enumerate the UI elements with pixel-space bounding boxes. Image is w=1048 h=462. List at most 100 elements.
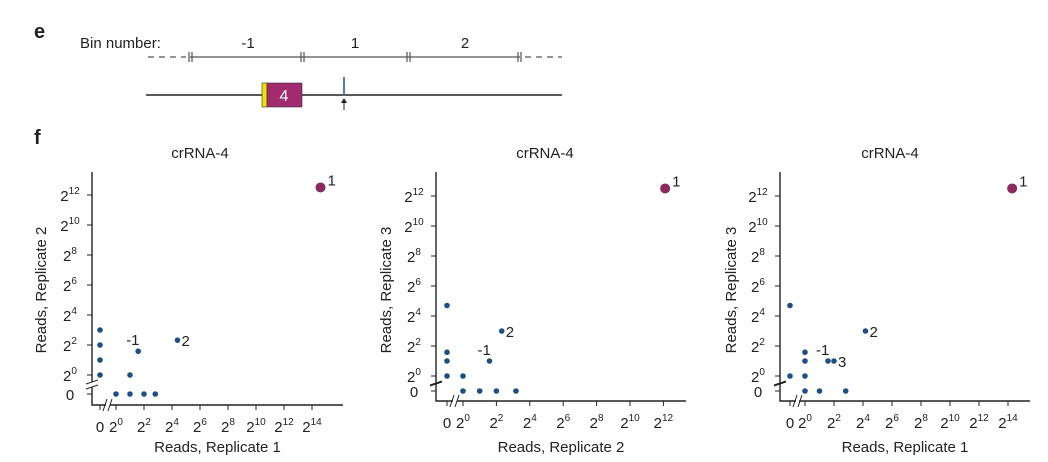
point-label: -1 bbox=[816, 342, 829, 359]
y-axis-label: Reads, Replicate 3 bbox=[378, 227, 395, 354]
point-label: 2 bbox=[506, 324, 514, 341]
point-label: 2 bbox=[869, 324, 877, 341]
x-tick-label: 20 bbox=[798, 413, 812, 432]
data-point bbox=[476, 388, 483, 394]
point-label: 1 bbox=[328, 172, 336, 189]
x-tick-label: 210 bbox=[940, 413, 960, 432]
data-point bbox=[831, 358, 837, 364]
y-tick-label: 26 bbox=[63, 276, 77, 295]
x-tick-label: 214 bbox=[302, 417, 322, 436]
data-point bbox=[444, 373, 450, 379]
data-point bbox=[174, 337, 181, 343]
x-axis-label: Reads, Replicate 1 bbox=[842, 439, 969, 456]
axes bbox=[435, 172, 686, 402]
y-tick-label: 20 bbox=[63, 366, 77, 385]
x-tick-label: 0 bbox=[786, 415, 794, 432]
x-tick-label: 20 bbox=[456, 413, 470, 432]
x-tick-label: 212 bbox=[274, 417, 294, 436]
bin-label: 1 bbox=[351, 35, 359, 52]
data-point bbox=[97, 357, 103, 363]
x-tick-label: 26 bbox=[193, 417, 207, 436]
y-tick-label: 212 bbox=[748, 187, 768, 206]
highlight-point bbox=[660, 183, 671, 194]
data-point bbox=[113, 391, 119, 397]
data-point bbox=[787, 302, 793, 309]
arrow-icon bbox=[341, 98, 347, 110]
y-tick-label: 26 bbox=[751, 277, 765, 296]
data-point bbox=[862, 328, 869, 334]
x-tick-label: 210 bbox=[246, 417, 266, 436]
axes bbox=[91, 172, 343, 406]
x-tick-label: 26 bbox=[885, 413, 899, 432]
bin-ruler bbox=[148, 52, 562, 62]
y-tick-label: 20 bbox=[407, 367, 421, 386]
data-point bbox=[127, 391, 133, 397]
data-point bbox=[842, 388, 849, 394]
x-tick-label: 212 bbox=[654, 413, 674, 432]
scatter-plot-2: crRNA-4 Reads, Replicate 2 Reads, Replicat… bbox=[378, 145, 686, 456]
data-point bbox=[444, 349, 450, 356]
point-label: 2 bbox=[181, 333, 189, 350]
y-tick-label: 0 bbox=[66, 387, 74, 404]
y-tick-label: 20 bbox=[751, 367, 765, 386]
exon-box bbox=[266, 82, 303, 108]
y-tick-label: 0 bbox=[410, 384, 418, 401]
y-tick-label: 24 bbox=[63, 306, 77, 325]
point-label: -1 bbox=[477, 342, 490, 359]
highlight-point bbox=[1007, 183, 1018, 194]
data-point bbox=[141, 391, 147, 397]
y-tick-label: 28 bbox=[407, 247, 421, 266]
y-tick-label: 210 bbox=[748, 217, 768, 236]
data-point bbox=[486, 358, 493, 364]
x-tick-label: 0 bbox=[96, 419, 104, 436]
x-tick-label: 26 bbox=[556, 413, 570, 432]
x-tick-label: 22 bbox=[827, 413, 841, 432]
data-point bbox=[135, 348, 141, 355]
data-point bbox=[444, 302, 450, 309]
data-point bbox=[127, 372, 133, 378]
x-tick-label: 20 bbox=[109, 417, 123, 436]
data-point bbox=[152, 391, 159, 397]
data-point bbox=[816, 388, 823, 394]
x-tick-label: 24 bbox=[523, 413, 537, 432]
y-tick-label: 22 bbox=[63, 336, 77, 355]
point-label: 1 bbox=[672, 173, 680, 190]
y-tick-label: 26 bbox=[407, 277, 421, 296]
x-tick-label: 22 bbox=[137, 417, 151, 436]
point-label: 1 bbox=[1019, 173, 1027, 190]
data-point bbox=[802, 373, 808, 379]
x-tick-label: 212 bbox=[969, 413, 989, 432]
y-tick-label: 0 bbox=[754, 384, 762, 401]
panel-letter-e: e bbox=[34, 21, 45, 43]
x-tick-label: 0 bbox=[443, 415, 451, 432]
data-point bbox=[97, 327, 103, 333]
point-label: -1 bbox=[126, 332, 139, 349]
axes bbox=[779, 172, 1030, 402]
y-axis-label: Reads, Replicate 2 bbox=[33, 227, 50, 354]
data-point bbox=[513, 388, 519, 394]
y-tick-label: 22 bbox=[751, 337, 765, 356]
data-point bbox=[802, 388, 808, 394]
scatter-plot-3: crRNA-4 Reads, Replicate 1 Reads, Replicat… bbox=[723, 145, 1030, 456]
y-tick-label: 24 bbox=[751, 307, 765, 326]
bin-label: 2 bbox=[461, 35, 469, 52]
x-tick-label: 210 bbox=[620, 413, 640, 432]
plot-title: crRNA-4 bbox=[516, 145, 574, 162]
axis-break-mark bbox=[429, 380, 460, 408]
data-point bbox=[97, 342, 103, 348]
data-point bbox=[460, 388, 466, 394]
axis-break-mark bbox=[773, 380, 803, 408]
bin-number-label: Bin number: bbox=[80, 35, 161, 52]
data-point bbox=[493, 388, 500, 394]
x-tick-label: 24 bbox=[856, 413, 870, 432]
data-point bbox=[802, 349, 808, 356]
panel-letter-f: f bbox=[34, 127, 41, 149]
data-point bbox=[97, 372, 103, 378]
y-tick-label: 28 bbox=[751, 247, 765, 266]
x-axis-label: Reads, Replicate 1 bbox=[154, 439, 281, 456]
x-tick-label: 28 bbox=[914, 413, 928, 432]
data-point bbox=[802, 358, 808, 364]
x-tick-label: 22 bbox=[489, 413, 503, 432]
y-tick-label: 212 bbox=[404, 187, 424, 206]
